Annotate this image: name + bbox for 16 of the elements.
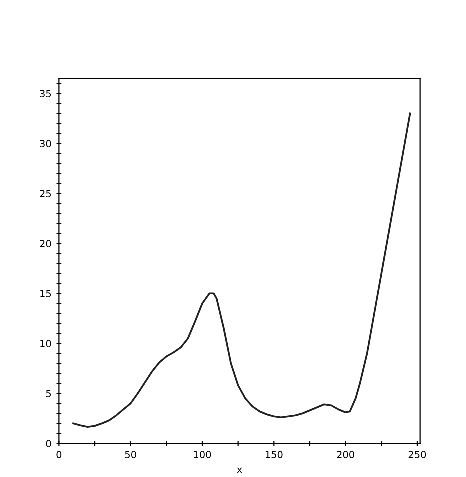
line-series bbox=[72, 112, 412, 428]
y-tick-label: 15 bbox=[40, 290, 52, 298]
x-axis-title: x bbox=[237, 468, 242, 474]
x-tick-label: 150 bbox=[266, 451, 283, 458]
x-tick-label: 0 bbox=[56, 451, 62, 458]
y-tick-label: 35 bbox=[40, 90, 52, 98]
x-tick-label: 50 bbox=[125, 451, 136, 458]
y-tick-label: 30 bbox=[40, 140, 52, 148]
x-tick-label: 100 bbox=[194, 451, 212, 458]
y-tick-label: 10 bbox=[40, 340, 52, 348]
y-tick-label: 0 bbox=[46, 440, 52, 448]
x-tick-label: 200 bbox=[337, 451, 354, 458]
y-tick-label: 20 bbox=[40, 240, 52, 248]
x-tick-label: 250 bbox=[408, 451, 426, 458]
y-tick-label: 25 bbox=[40, 190, 52, 198]
y-tick-label: 5 bbox=[46, 390, 52, 398]
